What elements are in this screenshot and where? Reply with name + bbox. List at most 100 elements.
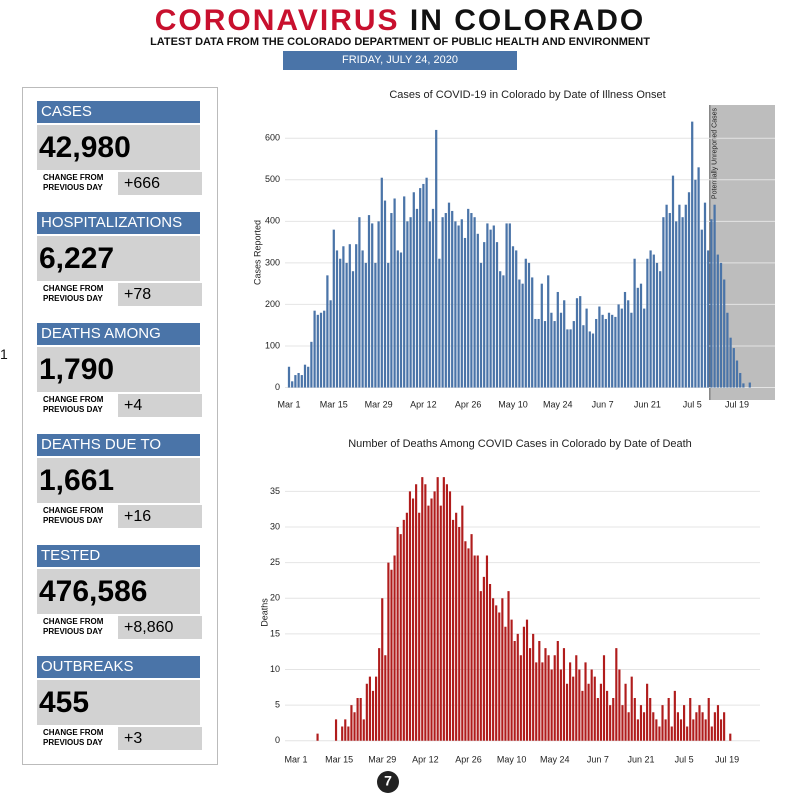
bar [607, 312, 611, 388]
bar [621, 705, 624, 741]
change-value: +8,860 [118, 616, 202, 639]
change-value: +16 [118, 505, 202, 528]
bar [612, 698, 615, 741]
bar [438, 258, 441, 388]
bar [504, 626, 507, 741]
x-tick-label: Mar 29 [365, 399, 393, 409]
stat-value: 476,586 [37, 569, 200, 614]
bar [467, 548, 470, 741]
bar [518, 279, 521, 388]
bar [649, 698, 652, 741]
x-tick-label: May 24 [540, 754, 570, 764]
bar [380, 177, 383, 388]
bar [367, 215, 371, 388]
bar [569, 662, 572, 741]
stat-label: TESTED [37, 545, 200, 567]
x-tick-label: Mar 29 [368, 754, 396, 764]
change-label: CHANGE FROM [43, 395, 104, 404]
bar [498, 612, 501, 741]
bar [591, 333, 595, 388]
bar [723, 279, 726, 388]
bar [678, 204, 681, 388]
bar [436, 477, 439, 741]
bar [375, 676, 378, 741]
bar [729, 337, 732, 388]
bar [381, 598, 384, 741]
bar [501, 598, 504, 741]
bar [463, 237, 467, 388]
bar [502, 275, 505, 388]
bar [356, 698, 359, 741]
bar [527, 262, 531, 388]
bar [310, 341, 313, 388]
bar [511, 246, 515, 388]
bar [454, 221, 457, 388]
bar [544, 648, 547, 741]
x-tick-label: Jul 19 [725, 399, 749, 409]
bar [507, 591, 510, 741]
bar [488, 584, 492, 741]
bar [584, 662, 587, 741]
bar [652, 712, 655, 741]
unreported-shade [709, 105, 775, 400]
x-tick-label: Jun 7 [592, 399, 614, 409]
bar [620, 308, 623, 388]
bar [675, 221, 678, 388]
bar [508, 223, 511, 388]
bar [307, 366, 310, 388]
y-axis-label: Cases Reported [252, 220, 262, 285]
y-tick-label: 30 [270, 521, 280, 531]
change-label: PREVIOUS DAY [43, 516, 103, 525]
y-tick-label: 10 [270, 664, 280, 674]
title: CORONAVIRUS IN COLORADO [0, 4, 800, 38]
stat-label: OUTBREAKS [37, 656, 200, 678]
bar [630, 676, 633, 741]
bar [627, 712, 630, 741]
bar [687, 192, 691, 388]
bar [339, 258, 342, 388]
bar [433, 491, 436, 741]
bar [692, 719, 695, 741]
bar [411, 498, 415, 741]
x-tick-label: May 10 [498, 399, 528, 409]
bar [415, 484, 418, 741]
bar [444, 213, 447, 388]
bar [602, 655, 606, 741]
bar [427, 505, 430, 741]
title-black: IN COLORADO [409, 4, 646, 37]
change-value: +666 [118, 172, 202, 195]
bar [716, 705, 720, 741]
bar [618, 669, 621, 741]
bar [535, 662, 538, 741]
bar [701, 712, 704, 741]
bar [393, 555, 396, 741]
bar [359, 698, 362, 741]
bar [341, 726, 344, 741]
bar [694, 179, 697, 388]
bar [460, 219, 463, 388]
change-value: +4 [118, 394, 202, 417]
bar [516, 633, 519, 741]
bar [521, 283, 524, 388]
date-bar: FRIDAY, JULY 24, 2020 [283, 51, 517, 70]
bar [587, 683, 590, 741]
bar [319, 312, 323, 388]
y-tick-label: 20 [270, 593, 280, 603]
bar [485, 555, 489, 741]
bar [617, 304, 620, 388]
bar [575, 298, 579, 388]
bar [371, 690, 375, 741]
bar [355, 244, 358, 388]
bar [445, 484, 448, 741]
stat-value: 42,980 [37, 125, 200, 170]
change-label: CHANGE FROM [43, 617, 104, 626]
bar [430, 498, 433, 741]
change-value: +3 [118, 727, 202, 750]
chart-title: Number of Deaths Among COVID Cases in Co… [348, 438, 692, 450]
bar [441, 217, 444, 388]
bar [383, 200, 387, 388]
bar [335, 250, 339, 388]
bar [448, 491, 452, 741]
bar [384, 655, 387, 741]
bar [662, 217, 665, 388]
